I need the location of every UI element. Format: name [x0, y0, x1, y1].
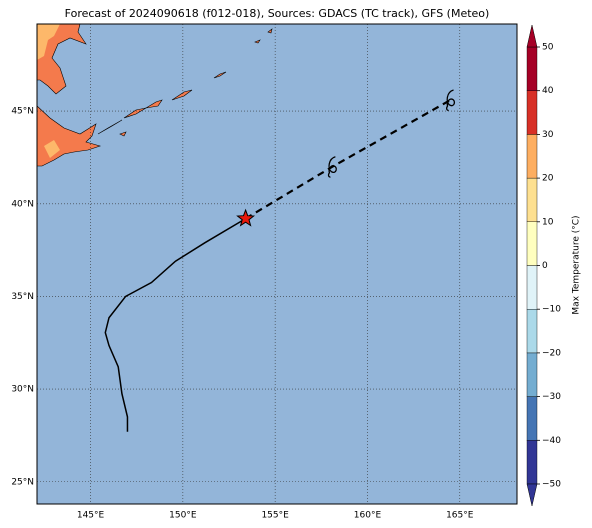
colorbar-bin: [526, 265, 538, 310]
colorbar-tick-label: 20: [542, 174, 554, 184]
colorbar-tick-label: 40: [542, 86, 554, 96]
colorbar-tick-label: −40: [542, 436, 561, 446]
colorbar-label: Max Temperature (°C): [572, 215, 582, 314]
cyclone-symbol: [446, 89, 456, 111]
colorbar-tick-label: 30: [542, 130, 554, 140]
x-tick-label: 165°E: [446, 511, 474, 521]
x-tick-label: 160°E: [354, 511, 382, 521]
colorbar-tick-label: −30: [542, 392, 561, 402]
x-tick-label: 150°E: [169, 511, 197, 521]
y-tick-label: 30°N: [11, 385, 34, 395]
colorbar-tick-label: −20: [542, 348, 561, 358]
land: [36, 23, 273, 167]
colorbar-bin: [526, 440, 538, 485]
colorbar-bin: [526, 90, 538, 135]
ocean: [37, 24, 517, 504]
y-tick-label: 40°N: [11, 199, 34, 209]
track-line: [104, 217, 246, 432]
colorbar-bin: [526, 309, 538, 354]
current-position: [236, 208, 256, 227]
colorbar-extend-top: [526, 24, 538, 48]
colorbar-bin: [526, 396, 538, 441]
forecast-line: [245, 99, 452, 220]
colorbar-bin: [526, 134, 538, 179]
colorbar-bin: [526, 177, 538, 223]
colorbar-bin: [526, 352, 538, 397]
y-tick-label: 45°N: [11, 107, 34, 117]
colorbar-tick-label: −50: [542, 480, 561, 490]
y-tick-label: 25°N: [11, 477, 34, 487]
colorbar-tick-label: 50: [542, 43, 554, 53]
colorbar-extend-bottom: [526, 483, 538, 507]
y-tick-label: 35°N: [11, 292, 34, 302]
plot: [37, 24, 517, 504]
x-tick-label: 155°E: [261, 511, 289, 521]
colorbar-tick-label: 10: [542, 217, 554, 227]
cyclone-symbol: [327, 156, 337, 178]
map-title: Forecast of 2024090618 (f012-018), Sourc…: [65, 7, 490, 20]
colorbar-tick-label: −10: [542, 305, 561, 315]
x-tick-label: 145°E: [77, 511, 105, 521]
colorbar-tick-label: 0: [542, 261, 548, 271]
map-frame: [36, 23, 518, 505]
colorbar-bin: [526, 221, 538, 266]
colorbar-bin: [526, 46, 538, 91]
